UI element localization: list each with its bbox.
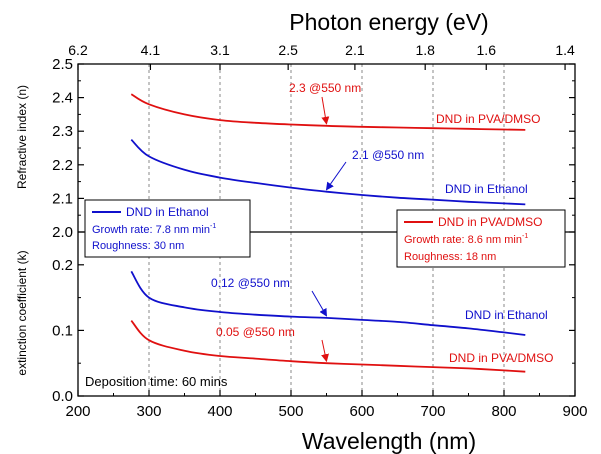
legend-ethanol-growth: Growth rate: 7.8 nm min-1: [92, 223, 216, 236]
y-tick-label-n: 2.2: [52, 157, 73, 174]
x-tick-label: 300: [136, 403, 161, 420]
top-tick-label: 2.5: [278, 42, 298, 58]
legend-pva-label: DND in PVA/DMSO: [438, 215, 542, 229]
annotation-n-pva: 2.3 @550 nm: [289, 81, 361, 95]
annotation-k-eth: 0.12 @550 nm: [211, 276, 290, 290]
x-tick-label: 400: [207, 403, 232, 420]
legend-ethanol-roughness: Roughness: 30 nm: [92, 240, 184, 252]
legend-ethanol-superscript: -1: [210, 223, 216, 230]
top-tick-label: 1.4: [555, 42, 575, 58]
curve-label-n-pva: DND in PVA/DMSO: [436, 112, 540, 126]
curve-label-k-pva: DND in PVA/DMSO: [449, 351, 553, 365]
y-tick-label-n: 2.5: [52, 56, 73, 73]
y-tick-label-n: 2.4: [52, 90, 73, 107]
legend-pva-roughness: Roughness: 18 nm: [404, 251, 496, 263]
legend-pva-growth-text: Growth rate: 8.6 nm min: [404, 234, 522, 246]
annotation-arrows: [311, 96, 347, 363]
series-lines: [130, 93, 526, 373]
annotation-arrow: [311, 290, 328, 317]
annotation-arrow: [321, 96, 330, 125]
y-axis-title-k: extinction coefficient (k): [15, 250, 29, 375]
curve-label-k-eth: DND in Ethanol: [465, 308, 548, 322]
y-tick-label-k: 0.1: [52, 322, 73, 339]
legend-pva: DND in PVA/DMSO Growth rate: 8.6 nm min-…: [396, 209, 566, 268]
series-n-dnd-in-pva-dmso: [130, 93, 526, 131]
y-tick-label-n: 2.0: [52, 224, 73, 241]
annotation-k-pva: 0.05 @550 nm: [216, 325, 295, 339]
series-k-dnd-in-pva-dmso: [130, 319, 526, 373]
y-tick-label-k: 0.0: [52, 388, 73, 405]
top-tick-label: 6.2: [68, 42, 88, 58]
annotation-n-eth: 2.1 @550 nm: [352, 148, 424, 162]
legend-ethanol: DND in Ethanol Growth rate: 7.8 nm min-1…: [84, 199, 251, 258]
annotation-arrow: [321, 339, 329, 363]
x-tick-label: 600: [349, 403, 374, 420]
top-tick-label: 1.6: [477, 42, 497, 58]
x-tick-label: 700: [420, 403, 445, 420]
curve-label-n-eth: DND in Ethanol: [445, 182, 528, 196]
legend-pva-superscript: -1: [522, 233, 528, 240]
x-tick-label: 500: [278, 403, 303, 420]
y-tick-label-n: 2.1: [52, 190, 73, 207]
x-tick-label: 200: [65, 403, 90, 420]
legend-pva-growth: Growth rate: 8.6 nm min-1: [404, 233, 528, 246]
y-axis-title-n: Refractive index (n): [15, 85, 29, 189]
top-tick-label: 3.1: [210, 42, 230, 58]
legend-ethanol-label: DND in Ethanol: [126, 205, 209, 219]
y-tick-label-n: 2.3: [52, 123, 73, 140]
top-tick-label: 4.1: [141, 42, 161, 58]
annotation-arrow: [325, 161, 347, 191]
legend-ethanol-growth-text: Growth rate: 7.8 nm min: [92, 224, 210, 236]
x-tick-label: 800: [491, 403, 516, 420]
deposition-note: Deposition time: 60 mins: [85, 374, 228, 389]
x-tick-label: 900: [562, 403, 587, 420]
top-tick-label: 2.1: [345, 42, 365, 58]
plot-frame: [77, 63, 576, 397]
x-axis-title: Wavelength (nm): [302, 428, 476, 454]
tick-labels: 200 300 400 500 600 700 800 900 6.2 4.1 3.1 2.5 2.1 1…: [52, 42, 587, 420]
series-n-dnd-in-ethanol: [130, 138, 526, 206]
top-axis-title: Photon energy (eV): [289, 9, 488, 35]
series-k-dnd-in-ethanol: [130, 270, 526, 336]
y-tick-label-k: 0.2: [52, 257, 73, 274]
top-tick-label: 1.8: [415, 42, 435, 58]
